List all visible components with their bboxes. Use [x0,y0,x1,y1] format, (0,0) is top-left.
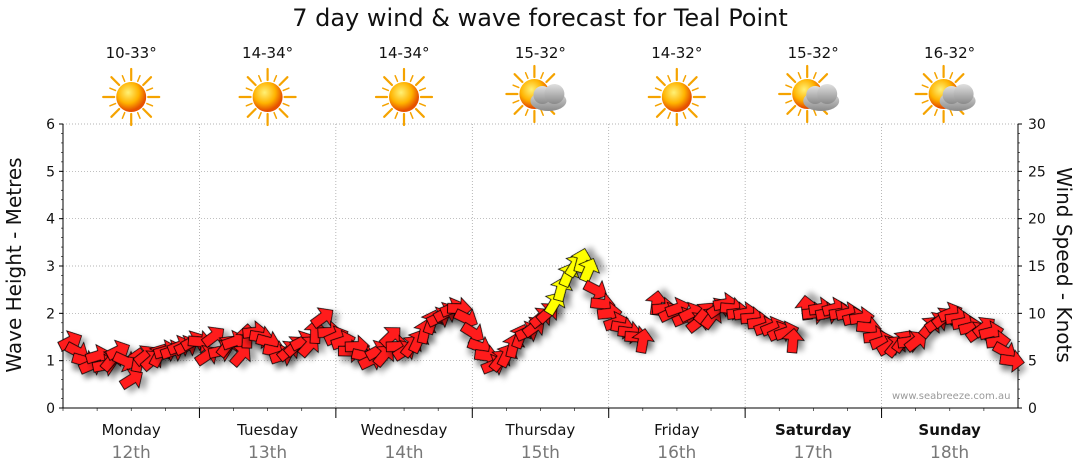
wind-arrow [309,307,334,330]
y-axis-right-label: Wind Speed - Knots [1052,167,1076,363]
y-left-tick-label: 2 [46,306,55,322]
y-left-tick-label: 0 [46,401,55,417]
y-axis-left-label: Wave Height - Metres [2,157,26,373]
partly-cloudy-icon [778,64,840,124]
day-name: Monday [101,421,161,439]
wind-arrow [200,326,225,349]
wind-arrow [228,345,251,368]
day-date: 15th [520,443,560,463]
day-name: Friday [654,421,700,439]
y-left-tick-label: 6 [46,117,55,133]
wind-arrow [577,258,601,284]
day-temp: 15-32° [787,44,839,62]
wind-arrow [631,328,655,354]
sun-icon [238,67,297,127]
day-name: Saturday [775,421,852,439]
wind-arrow [903,331,927,353]
day-date: 13th [248,443,288,463]
y-left-tick-label: 4 [46,212,55,228]
y-right-tick-label: 30 [1028,117,1046,133]
sun-icon [374,67,434,127]
sun-icon [647,67,706,127]
page-title: 7 day wind & wave forecast for Teal Poin… [292,4,788,32]
day-temp: 14-32° [651,44,703,62]
day-name: Thursday [505,421,576,439]
wind-arrow [582,279,608,302]
day-name: Sunday [918,421,981,439]
day-date: 16th [657,443,697,463]
day-temp: 10-33° [105,44,157,62]
day-temp: 14-34° [378,44,430,62]
partly-cloudy-icon [505,64,567,124]
y-right-tick-label: 5 [1028,354,1037,370]
y-right-tick-label: 0 [1028,401,1037,417]
day-date: 18th [930,443,970,463]
day-date: 12th [111,443,151,463]
day-date: 17th [793,443,833,463]
y-right-tick-label: 10 [1028,306,1046,322]
y-right-tick-label: 20 [1028,212,1046,228]
y-right-tick-label: 25 [1028,164,1046,180]
y-left-tick-label: 1 [46,354,55,370]
sun-icon [102,67,161,127]
day-date: 14th [384,443,424,463]
y-left-tick-label: 5 [46,164,55,180]
watermark: www.seabreeze.com.au [892,391,1011,402]
day-temp: 15-32° [514,44,566,62]
day-temp: 14-34° [242,44,294,62]
day-name: Wednesday [360,421,448,439]
wind-arrow [118,368,143,391]
partly-cloudy-icon [914,64,976,124]
y-left-tick-label: 3 [46,259,55,275]
wind-arrow [781,327,805,354]
day-temp: 16-32° [924,44,976,62]
wind-arrow [999,349,1025,373]
y-right-tick-label: 15 [1028,259,1046,275]
day-name: Tuesday [237,421,299,439]
